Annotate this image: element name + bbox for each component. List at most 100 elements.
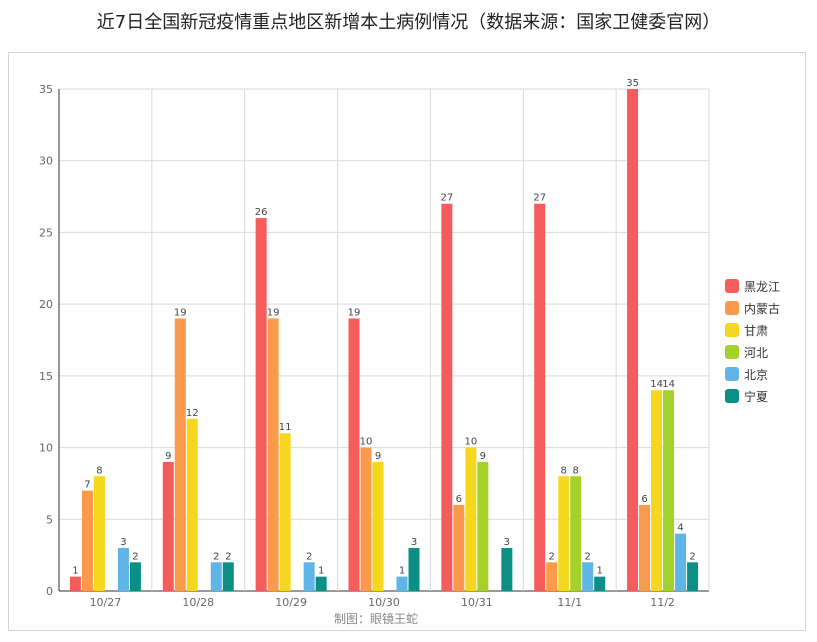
y-tick-label: 35 <box>39 83 53 96</box>
y-tick-label: 10 <box>39 442 53 455</box>
bar <box>582 562 594 591</box>
chart-frame: 0 5 10 15 20 25 30 35 1 7 8 3 2 9 19 12 2 2 26 19 11 2 1 19 10 9… <box>8 52 806 631</box>
bars <box>69 89 699 592</box>
bar <box>174 318 186 591</box>
bar-value-label: 2 <box>225 551 231 562</box>
bar <box>534 203 546 591</box>
legend-label[interactable]: 内蒙古 <box>744 301 780 316</box>
bar <box>117 547 129 591</box>
bar-value-label: 1 <box>72 566 78 577</box>
x-tick-label: 11/1 <box>557 596 582 609</box>
chart-title: 近7日全国新冠疫情重点地区新增本土病例情况（数据来源：国家卫健委官网） <box>96 12 721 33</box>
bar <box>372 461 384 591</box>
bar <box>81 490 93 591</box>
y-tick-label: 30 <box>39 155 53 168</box>
bar <box>594 576 606 591</box>
bar-value-label: 2 <box>585 551 591 562</box>
bar-value-label: 14 <box>650 379 663 390</box>
bar <box>477 461 489 591</box>
y-axis-ticks: 0 5 10 15 20 25 30 35 <box>39 83 53 598</box>
bar <box>186 418 198 591</box>
bar-value-label: 8 <box>96 465 102 476</box>
bar-value-label: 11 <box>279 422 292 433</box>
bar <box>315 576 327 591</box>
bar <box>465 447 477 591</box>
legend-swatch[interactable] <box>725 389 739 403</box>
bar <box>546 562 558 591</box>
bar <box>222 562 234 591</box>
bar-value-label: 1 <box>597 566 603 577</box>
y-tick-label: 20 <box>39 298 53 311</box>
bar-value-label: 2 <box>306 551 312 562</box>
bar <box>441 203 453 591</box>
bar <box>687 562 699 591</box>
legend-swatch[interactable] <box>725 345 739 359</box>
bar-value-label: 12 <box>186 408 199 419</box>
bar-value-label: 6 <box>456 494 462 505</box>
legend-label[interactable]: 甘肃 <box>744 324 768 338</box>
legend-label[interactable]: 河北 <box>744 346 768 360</box>
bar <box>663 390 675 591</box>
bar-value-label: 10 <box>360 437 373 448</box>
bar-value-label: 19 <box>174 307 187 318</box>
bar-value-label: 26 <box>255 207 268 218</box>
bar-value-label: 10 <box>464 437 477 448</box>
bar-value-label: 2 <box>549 551 555 562</box>
x-tick-label: 10/29 <box>275 596 307 609</box>
bar <box>408 547 420 591</box>
bar <box>255 218 267 592</box>
bar <box>360 447 372 591</box>
x-tick-label: 11/2 <box>650 596 675 609</box>
x-axis-ticks: 10/27 10/28 10/29 10/30 10/31 11/1 11/2 <box>90 596 675 609</box>
bar-value-label: 27 <box>440 193 453 204</box>
bar-value-label: 2 <box>689 551 695 562</box>
grid-lines <box>58 88 710 592</box>
bar <box>210 562 222 591</box>
bar-value-label: 19 <box>348 307 361 318</box>
legend-swatch[interactable] <box>725 367 739 381</box>
legend-swatch[interactable] <box>725 279 739 293</box>
bar <box>651 390 663 591</box>
bar-value-label: 7 <box>84 480 90 491</box>
x-tick-label: 10/30 <box>368 596 400 609</box>
bar-value-label: 9 <box>165 451 171 462</box>
legend-label[interactable]: 宁夏 <box>744 389 768 404</box>
y-tick-label: 25 <box>39 226 53 239</box>
bar <box>675 533 687 591</box>
bar-value-label: 1 <box>318 566 324 577</box>
bar-value-label: 6 <box>641 494 647 505</box>
bar-value-label: 19 <box>267 307 280 318</box>
legend-label[interactable]: 北京 <box>744 368 768 382</box>
bar-value-label: 3 <box>411 537 417 548</box>
bar-value-label: 9 <box>375 451 381 462</box>
bar <box>303 562 315 591</box>
legend-label[interactable]: 黑龙江 <box>744 280 780 294</box>
x-tick-label: 10/27 <box>90 596 122 609</box>
bar-value-label: 14 <box>662 379 675 390</box>
bar <box>348 318 360 591</box>
bar <box>627 89 639 591</box>
bar-value-label: 27 <box>533 193 546 204</box>
legend-swatch[interactable] <box>725 323 739 337</box>
bar <box>129 562 141 591</box>
bar <box>396 576 408 591</box>
y-tick-label: 0 <box>46 585 53 598</box>
bar <box>162 461 174 591</box>
bar-value-label: 35 <box>626 78 639 89</box>
chart-credit: 制图：眼镜王蛇 <box>334 611 418 626</box>
bar-value-label: 9 <box>480 451 486 462</box>
bar <box>93 476 105 591</box>
x-tick-label: 10/31 <box>461 596 493 609</box>
bar <box>267 318 279 591</box>
bar <box>453 504 465 591</box>
bar <box>570 476 582 591</box>
y-tick-label: 5 <box>46 513 53 526</box>
bar-value-label: 4 <box>677 523 683 534</box>
legend-swatch[interactable] <box>725 301 739 315</box>
bar-value-label: 3 <box>504 537 510 548</box>
bar-value-label: 1 <box>399 566 405 577</box>
bar-value-label: 3 <box>120 537 126 548</box>
x-tick-label: 10/28 <box>182 596 214 609</box>
